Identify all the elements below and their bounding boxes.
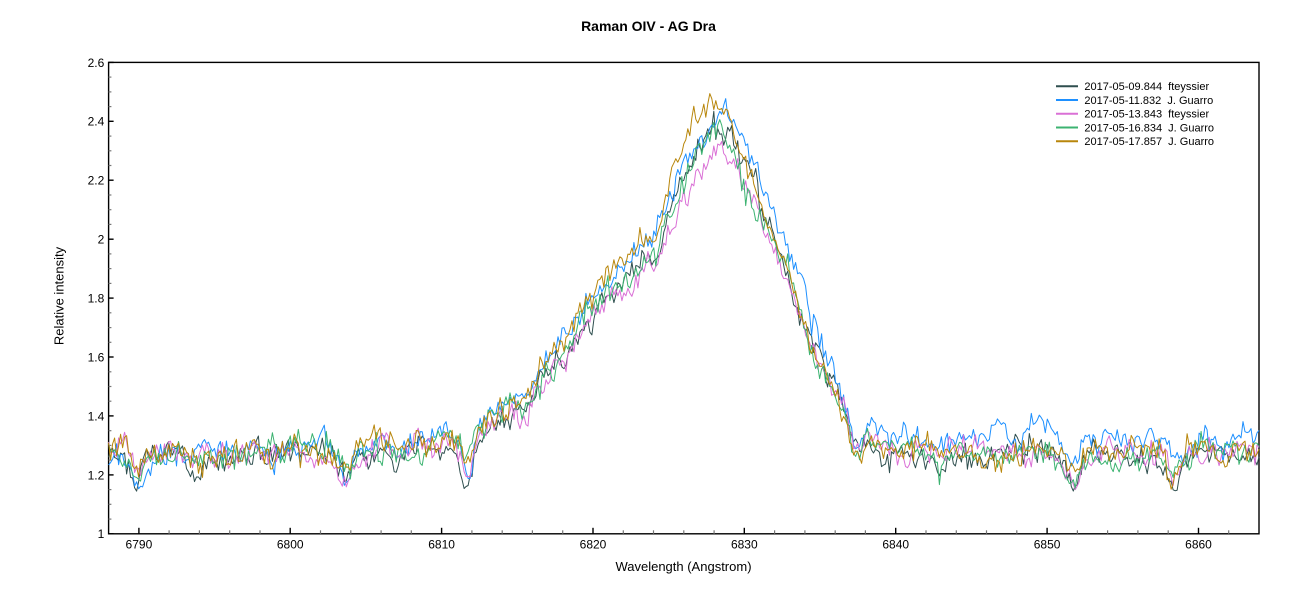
svg-text:2.4: 2.4 [88,115,105,129]
svg-text:1.2: 1.2 [88,468,105,482]
svg-text:2.6: 2.6 [88,56,105,70]
svg-text:6860: 6860 [1185,537,1212,551]
svg-text:1: 1 [98,527,105,541]
svg-text:6810: 6810 [428,537,455,551]
svg-text:1.6: 1.6 [88,350,105,364]
svg-text:Wavelength (Angstrom): Wavelength (Angstrom) [615,559,751,574]
svg-text:2017-05-11.832 J. Guarro: 2017-05-11.832 J. Guarro [1084,95,1213,107]
svg-text:6820: 6820 [580,537,607,551]
svg-text:6830: 6830 [731,537,758,551]
svg-text:1.8: 1.8 [88,292,105,306]
svg-text:2.2: 2.2 [88,174,105,188]
svg-text:2017-05-13.843 fteyssier: 2017-05-13.843 fteyssier [1084,109,1209,121]
svg-text:1.4: 1.4 [88,409,105,423]
svg-text:2017-05-09.844 fteyssier: 2017-05-09.844 fteyssier [1084,81,1209,93]
svg-text:2017-05-16.834 J. Guarro: 2017-05-16.834 J. Guarro [1084,122,1214,134]
svg-text:6850: 6850 [1034,537,1061,551]
svg-text:Raman OIV - AG Dra: Raman OIV - AG Dra [581,18,716,34]
svg-text:2: 2 [98,233,105,247]
svg-text:6790: 6790 [126,537,153,551]
svg-text:6800: 6800 [277,537,304,551]
svg-text:Relative intensity: Relative intensity [52,246,67,345]
svg-text:6840: 6840 [882,537,909,551]
svg-text:2017-05-17.857 J. Guarro: 2017-05-17.857 J. Guarro [1084,136,1214,148]
